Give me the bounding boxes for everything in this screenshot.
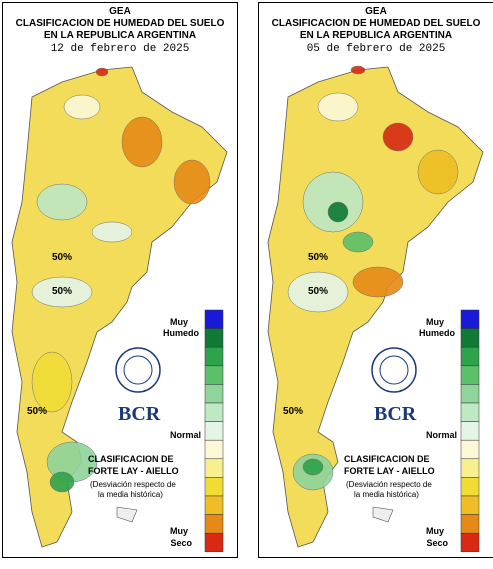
legend-swatch: [461, 459, 479, 478]
moisture-zone: [64, 95, 100, 119]
moisture-zone: [318, 93, 358, 121]
legend-swatch: [461, 533, 479, 552]
date: 05 de febrero de 2025: [307, 43, 446, 55]
legend-swatch: [461, 384, 479, 403]
legend-swatch: [461, 310, 479, 329]
note: (Desviación respecto de: [346, 480, 432, 489]
logo: BCR: [374, 403, 417, 425]
legend-label: Muy: [170, 526, 188, 536]
title: EN LA REPUBLICA ARGENTINA: [300, 30, 452, 41]
moisture-zone: [351, 66, 365, 74]
legend-swatch: [461, 477, 479, 496]
contour-label: 50%: [283, 406, 303, 417]
contour-label: 50%: [308, 252, 328, 263]
moisture-zone: [383, 123, 413, 151]
legend-swatch: [205, 459, 223, 478]
legend-swatch: [461, 496, 479, 515]
contour-label: 50%: [27, 406, 47, 417]
moisture-zone: [303, 459, 323, 475]
legend-swatch: [205, 347, 223, 366]
legend-label: Normal: [426, 430, 457, 440]
contour-label: 50%: [52, 252, 72, 263]
note: la media histórica): [98, 490, 163, 499]
moisture-zone: [37, 184, 87, 220]
date: 12 de febrero de 2025: [51, 43, 190, 55]
legend-swatch: [461, 329, 479, 348]
method: CLASIFICACION DE: [344, 454, 430, 464]
title: CLASIFICACION DE HUMEDAD DEL SUELO: [16, 18, 225, 29]
method: FORTE LAY - AIELLO: [344, 466, 435, 476]
legend-swatch: [461, 347, 479, 366]
legend-swatch: [461, 440, 479, 459]
legend-swatch: [205, 403, 223, 422]
legend-swatch: [205, 496, 223, 515]
legend-swatch: [205, 440, 223, 459]
legend-swatch: [205, 366, 223, 385]
title: EN LA REPUBLICA ARGENTINA: [44, 30, 196, 41]
title: GEA: [365, 6, 387, 17]
moisture-zone: [343, 232, 373, 252]
legend-label: Humedo: [163, 328, 200, 338]
legend-swatch: [461, 403, 479, 422]
legend-label: Normal: [170, 430, 201, 440]
legend-label: Muy: [426, 526, 444, 536]
contour-label: 50%: [52, 286, 72, 297]
logo: BCR: [118, 403, 161, 425]
method: FORTE LAY - AIELLO: [88, 466, 179, 476]
legend-swatch: [461, 515, 479, 534]
legend-swatch: [205, 310, 223, 329]
method: CLASIFICACION DE: [88, 454, 174, 464]
contour-label: 50%: [308, 286, 328, 297]
moisture-zone: [303, 172, 363, 232]
note: la media histórica): [354, 490, 419, 499]
legend-swatch: [205, 477, 223, 496]
moisture-zone: [418, 150, 458, 194]
legend-label: Seco: [426, 538, 448, 548]
moisture-zone: [92, 222, 132, 242]
legend-swatch: [205, 515, 223, 534]
moisture-zone: [96, 68, 108, 76]
moisture-zone: [50, 472, 74, 492]
legend-swatch: [205, 329, 223, 348]
moisture-zone: [328, 202, 348, 222]
title: CLASIFICACION DE HUMEDAD DEL SUELO: [272, 18, 481, 29]
moisture-zone: [32, 352, 72, 412]
legend-swatch: [205, 533, 223, 552]
moisture-zone: [353, 267, 403, 297]
legend-label: Muy: [426, 317, 444, 327]
legend-swatch: [205, 384, 223, 403]
legend-label: Seco: [170, 538, 192, 548]
legend-swatch: [461, 422, 479, 441]
legend-label: Muy: [170, 317, 188, 327]
moisture-zone: [174, 160, 210, 204]
logo-seal: [372, 348, 416, 392]
legend-swatch: [205, 422, 223, 441]
logo-seal: [116, 348, 160, 392]
title: GEA: [109, 6, 131, 17]
legend-swatch: [461, 366, 479, 385]
moisture-zone: [122, 117, 162, 167]
legend-label: Humedo: [419, 328, 456, 338]
note: (Desviación respecto de: [90, 480, 176, 489]
